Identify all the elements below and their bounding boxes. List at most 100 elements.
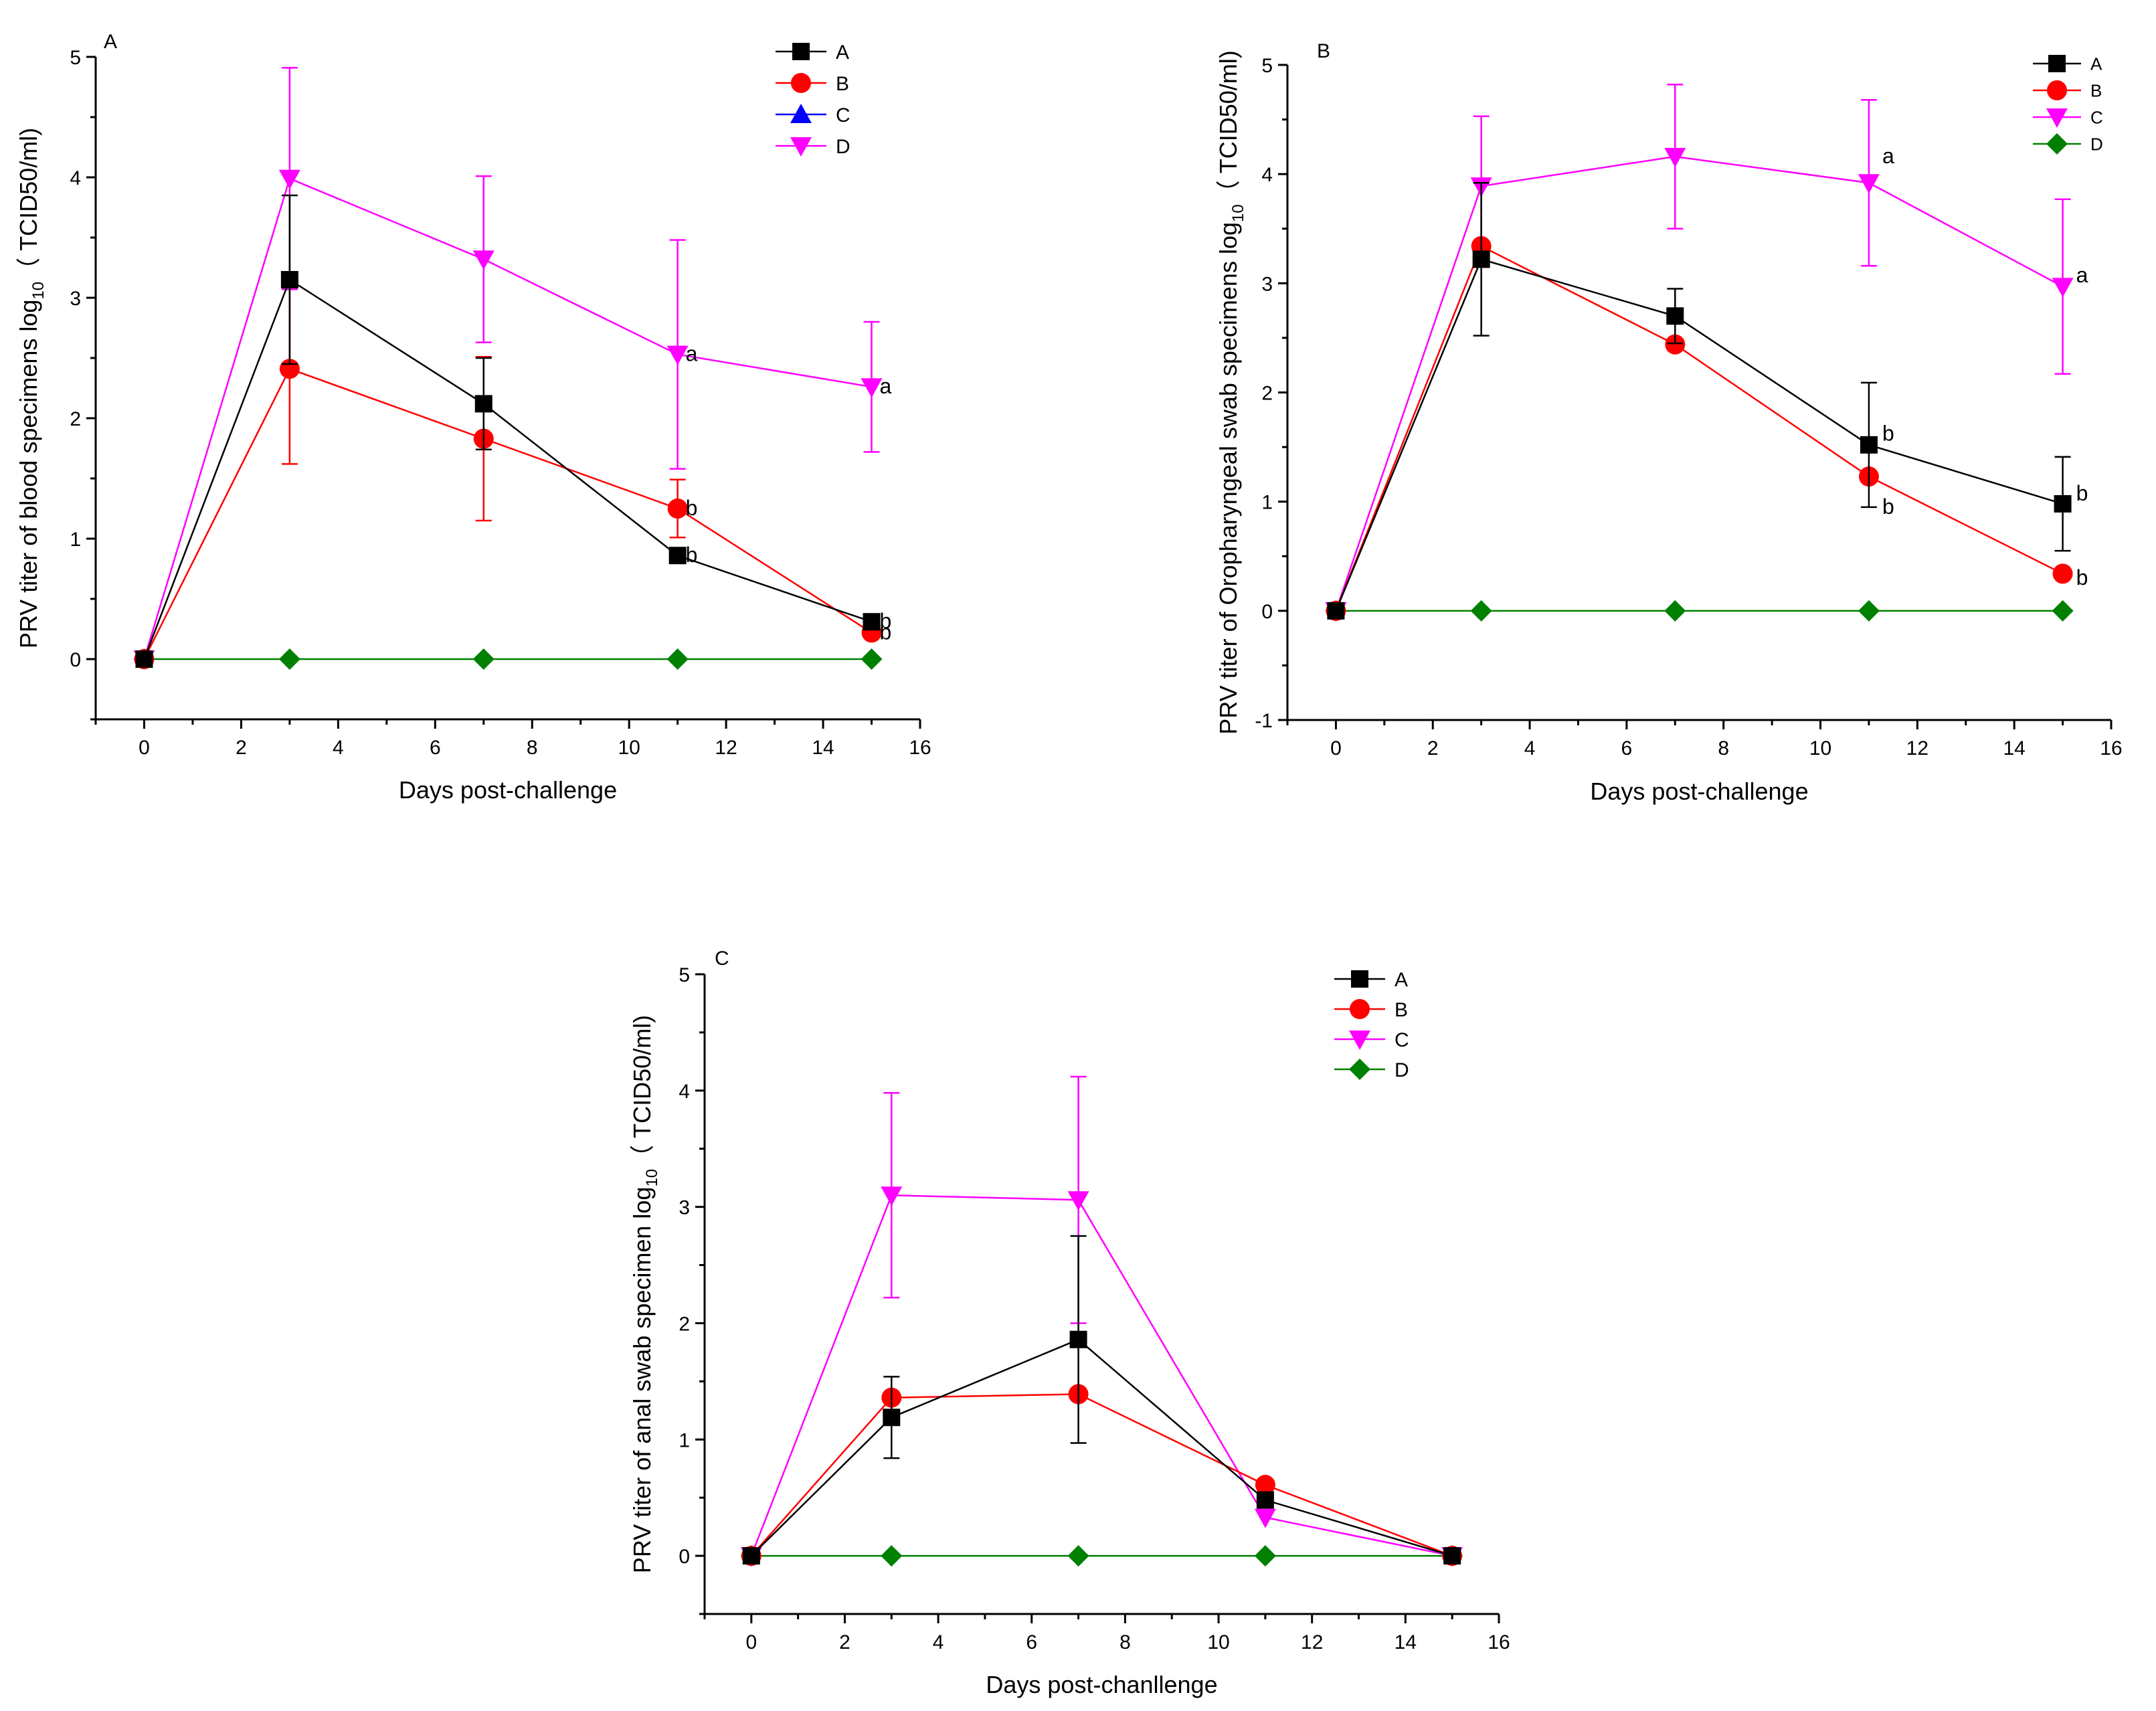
legend-label: C xyxy=(836,104,850,126)
series-a xyxy=(135,194,881,668)
data-point xyxy=(474,395,492,413)
legend-label: D xyxy=(836,136,850,158)
y-tick-label: 1 xyxy=(1261,492,1273,514)
y-axis-title-main: PRV titer of Oropharyngeal swab specimen… xyxy=(1215,222,1242,735)
series-line xyxy=(1335,245,2064,612)
y-tick-label: 2 xyxy=(70,408,81,430)
data-point xyxy=(861,378,883,398)
x-tick-label: 4 xyxy=(333,737,344,759)
series-b xyxy=(134,272,882,669)
y-tick-label: 3 xyxy=(679,1197,690,1219)
data-point xyxy=(861,648,883,670)
significance-label: b xyxy=(880,609,892,633)
data-point xyxy=(881,1186,903,1206)
y-axis-title-unit: （ TCID50/ml) xyxy=(1215,50,1242,204)
x-tick-label: 10 xyxy=(1809,737,1831,759)
legend-label: B xyxy=(1395,999,1408,1021)
series-line xyxy=(1335,155,2064,612)
x-axis-title: Days post-challenge xyxy=(399,776,617,804)
legend-label: C xyxy=(1395,1029,1409,1051)
data-point xyxy=(2052,278,2074,298)
y-tick-label: 4 xyxy=(70,167,81,189)
data-point xyxy=(2052,563,2073,584)
series-d xyxy=(133,66,883,670)
legend-marker xyxy=(790,137,812,157)
legend-marker xyxy=(1349,1030,1370,1050)
legend-label: D xyxy=(2090,134,2103,154)
legend-marker xyxy=(2048,55,2066,72)
data-point xyxy=(1665,334,1686,355)
y-axis-title: PRV titer of anal swab specimen log10（ T… xyxy=(628,1015,661,1573)
data-point xyxy=(863,613,881,631)
data-point xyxy=(1256,1491,1274,1509)
y-axis-title-unit: （ TCID50/ml) xyxy=(15,128,42,282)
y-tick-label: 3 xyxy=(70,288,81,310)
series-line xyxy=(750,1338,1453,1557)
x-tick-label: 14 xyxy=(812,737,834,759)
legend-label: C xyxy=(2090,107,2103,127)
series-c xyxy=(1325,84,2074,622)
data-point xyxy=(1858,600,1880,622)
series-c xyxy=(740,1075,1463,1567)
data-point xyxy=(1069,1330,1087,1348)
significance-label: a xyxy=(880,374,892,398)
significance-label: b xyxy=(880,620,892,644)
data-point xyxy=(742,1547,760,1565)
series-b xyxy=(1326,236,2073,621)
series-a xyxy=(1327,181,2072,620)
y-tick-label: 1 xyxy=(70,529,81,551)
significance-label: b xyxy=(1882,422,1894,446)
x-tick-label: 2 xyxy=(236,737,247,759)
data-point xyxy=(2052,600,2074,622)
y-axis-title-subscript: 10 xyxy=(29,282,48,300)
data-point xyxy=(1664,148,1686,168)
legend-marker xyxy=(2047,80,2067,100)
data-point xyxy=(1254,1545,1276,1567)
series-d xyxy=(1325,600,2074,622)
significance-label: b xyxy=(686,496,698,520)
legend-marker xyxy=(792,43,810,60)
y-axis-title-unit: （ TCID50/ml) xyxy=(628,1015,656,1169)
data-point xyxy=(1254,1508,1276,1528)
series-line xyxy=(143,278,872,660)
x-tick-label: 0 xyxy=(1330,737,1342,759)
legend-marker xyxy=(2046,108,2068,128)
y-axis-title-main: PRV titer of blood specimens log xyxy=(15,300,42,649)
data-point xyxy=(1664,600,1686,622)
significance-label: b xyxy=(1882,494,1894,519)
legend-label: B xyxy=(836,73,849,95)
data-point xyxy=(278,648,300,670)
legend-marker xyxy=(1351,970,1368,988)
significance-label: b xyxy=(686,543,698,567)
x-tick-label: 12 xyxy=(1906,737,1928,759)
series-line xyxy=(143,177,872,660)
x-tick-label: 6 xyxy=(1621,737,1633,759)
legend-label: A xyxy=(2090,54,2102,74)
data-point xyxy=(1067,1191,1089,1211)
x-tick-label: 16 xyxy=(1488,1631,1510,1653)
x-tick-label: 12 xyxy=(715,737,737,759)
y-axis-title-subscript: 10 xyxy=(1229,204,1247,222)
x-tick-label: 16 xyxy=(2100,737,2122,759)
x-tick-label: 4 xyxy=(1524,737,1536,759)
series-line xyxy=(750,1393,1453,1557)
x-tick-label: 8 xyxy=(1119,1631,1131,1653)
x-tick-label: 2 xyxy=(1427,737,1439,759)
legend-marker xyxy=(790,104,812,123)
x-tick-label: 2 xyxy=(839,1631,850,1653)
x-tick-label: 6 xyxy=(430,737,441,759)
legend-marker xyxy=(791,73,811,93)
x-tick-label: 10 xyxy=(1207,1631,1229,1653)
data-point xyxy=(472,250,495,270)
panel-letter: A xyxy=(104,31,117,53)
series-line xyxy=(750,1194,1453,1557)
data-point xyxy=(883,1409,901,1427)
x-tick-label: 12 xyxy=(1301,1631,1323,1653)
legend-marker xyxy=(2046,133,2068,155)
x-tick-label: 10 xyxy=(618,737,640,759)
significance-label: b xyxy=(2076,565,2088,590)
series-b xyxy=(741,1384,1463,1566)
